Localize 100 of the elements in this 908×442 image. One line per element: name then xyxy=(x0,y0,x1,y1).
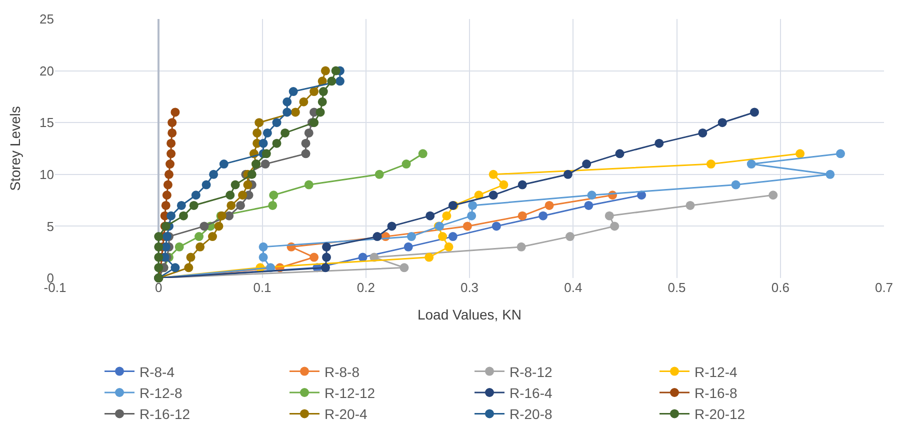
point xyxy=(288,87,298,96)
legend-label: R-20-12 xyxy=(694,406,746,422)
y-axis-title: Storey Levels xyxy=(7,106,24,191)
point xyxy=(166,138,176,148)
point xyxy=(170,263,180,272)
point xyxy=(610,222,620,231)
point xyxy=(260,160,270,169)
point xyxy=(316,108,325,117)
point xyxy=(209,170,218,179)
point xyxy=(516,242,526,252)
x-tick-label: 0.5 xyxy=(668,280,686,295)
legend-label: R-8-8 xyxy=(324,364,360,380)
point xyxy=(320,263,330,272)
point xyxy=(304,180,314,190)
point xyxy=(372,232,382,242)
point xyxy=(750,108,759,117)
point xyxy=(162,232,172,242)
point xyxy=(154,232,164,242)
point xyxy=(467,211,476,220)
point xyxy=(331,66,340,76)
point xyxy=(322,242,331,252)
point xyxy=(826,170,835,179)
point xyxy=(768,190,778,200)
legend-label: R-20-4 xyxy=(324,406,368,422)
point xyxy=(327,76,336,86)
point xyxy=(468,200,478,210)
point xyxy=(186,252,196,262)
point xyxy=(492,222,501,231)
point xyxy=(170,108,180,117)
point xyxy=(686,200,695,210)
x-tick-label: 0.3 xyxy=(460,280,479,295)
point xyxy=(208,232,218,242)
point xyxy=(400,263,409,272)
point xyxy=(202,180,211,190)
point xyxy=(706,160,716,169)
point xyxy=(163,180,172,190)
point xyxy=(238,190,248,200)
point xyxy=(168,128,177,138)
point xyxy=(168,118,177,128)
point xyxy=(604,211,614,220)
point xyxy=(322,252,331,262)
point xyxy=(252,128,262,138)
legend-label: R-12-12 xyxy=(324,384,376,401)
point xyxy=(404,242,413,252)
point xyxy=(462,222,472,231)
point xyxy=(154,252,164,262)
y-tick-label: 15 xyxy=(40,115,54,130)
point xyxy=(196,242,205,252)
point xyxy=(587,190,596,200)
point xyxy=(268,200,278,210)
point xyxy=(584,200,594,210)
point xyxy=(179,211,188,220)
point xyxy=(310,87,319,96)
point xyxy=(318,97,327,106)
point xyxy=(272,118,282,128)
point xyxy=(418,149,428,158)
point xyxy=(438,232,448,242)
point xyxy=(310,252,319,262)
point xyxy=(301,149,310,158)
point xyxy=(226,200,236,210)
point xyxy=(544,200,554,210)
y-tick-label: 20 xyxy=(40,63,54,78)
point xyxy=(387,222,396,231)
point xyxy=(243,180,252,190)
point xyxy=(194,232,204,242)
legend-label: R-16-8 xyxy=(694,384,738,401)
point xyxy=(796,149,805,158)
y-tick-label: 10 xyxy=(40,166,54,182)
legend-label: R-8-12 xyxy=(510,364,553,380)
point xyxy=(191,190,200,200)
point xyxy=(262,128,272,138)
point xyxy=(442,211,452,220)
legend-label: R-12-8 xyxy=(140,384,183,401)
point xyxy=(226,190,235,200)
point xyxy=(518,180,527,190)
point xyxy=(301,138,310,148)
legend-label: R-16-4 xyxy=(510,384,553,401)
point xyxy=(162,190,172,200)
point xyxy=(499,180,508,190)
point xyxy=(200,222,209,231)
point xyxy=(731,180,740,190)
x-tick-label: 0.4 xyxy=(564,280,582,295)
point xyxy=(184,263,194,272)
x-tick-label: 0.6 xyxy=(771,280,790,295)
point xyxy=(174,242,184,252)
point xyxy=(282,108,292,117)
point xyxy=(254,118,264,128)
point xyxy=(402,160,411,169)
point xyxy=(582,160,592,169)
point xyxy=(189,200,198,210)
x-tick-label: 0.2 xyxy=(356,280,375,295)
point xyxy=(563,170,572,179)
point xyxy=(280,128,290,138)
x-tick-label: 0.1 xyxy=(253,280,272,295)
point xyxy=(488,190,498,200)
point xyxy=(272,138,282,148)
legend-label: R-8-4 xyxy=(140,364,175,380)
point xyxy=(176,200,186,210)
point xyxy=(320,66,330,76)
x-tick-label: 0.7 xyxy=(874,280,894,295)
